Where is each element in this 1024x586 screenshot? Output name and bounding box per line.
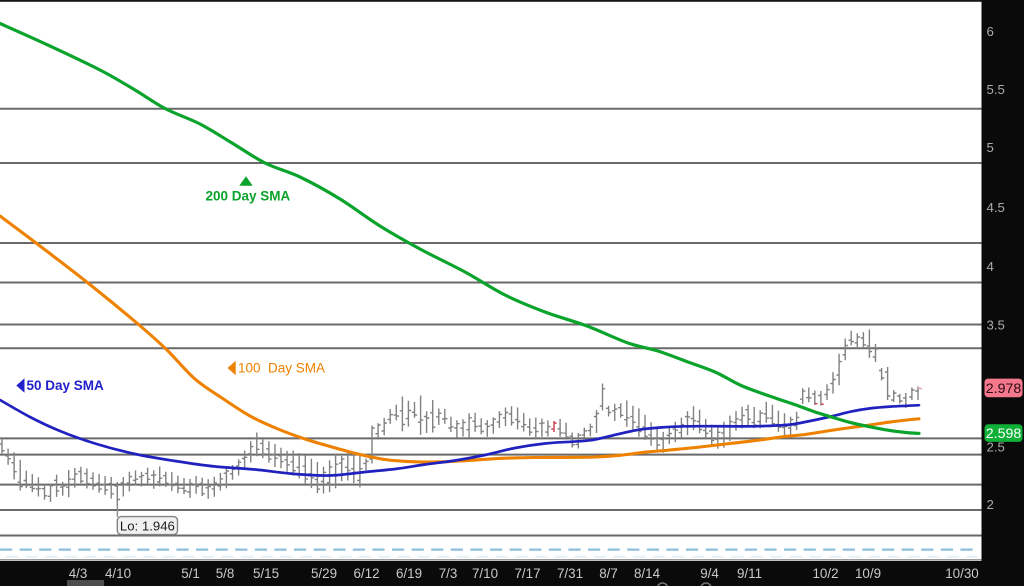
svg-text:3.5: 3.5 [987, 318, 1005, 333]
svg-text:8/14: 8/14 [634, 566, 661, 581]
svg-text:100 Day SMA: 100 Day SMA [238, 361, 325, 376]
svg-text:6/12: 6/12 [353, 566, 379, 581]
svg-text:50 Day SMA: 50 Day SMA [27, 378, 105, 393]
svg-text:2.5: 2.5 [987, 440, 1005, 455]
svg-text:4/10: 4/10 [105, 566, 131, 581]
svg-text:6/19: 6/19 [396, 566, 422, 581]
svg-text:10/30: 10/30 [945, 566, 979, 581]
svg-text:7/17: 7/17 [514, 566, 540, 581]
svg-text:10/2: 10/2 [812, 566, 838, 581]
svg-text:2: 2 [987, 497, 994, 512]
svg-text:7/3: 7/3 [439, 566, 458, 581]
svg-text:2.978: 2.978 [986, 381, 1022, 397]
svg-text:4: 4 [987, 259, 994, 274]
svg-text:Lo: 1.946: Lo: 1.946 [120, 518, 175, 533]
svg-text:2.598: 2.598 [986, 426, 1022, 442]
svg-text:9/11: 9/11 [737, 566, 762, 581]
svg-text:5/1: 5/1 [181, 566, 200, 581]
svg-text:4/3: 4/3 [69, 566, 88, 581]
svg-text:8/7: 8/7 [599, 566, 618, 581]
svg-text:5/15: 5/15 [253, 566, 279, 581]
svg-text:6: 6 [987, 24, 994, 39]
svg-text:5.5: 5.5 [987, 82, 1005, 97]
svg-text:5: 5 [987, 140, 994, 155]
svg-text:4.5: 4.5 [987, 200, 1005, 215]
svg-text:200 Day SMA: 200 Day SMA [206, 189, 291, 204]
svg-text:7/10: 7/10 [472, 566, 498, 581]
svg-text:7/31: 7/31 [557, 566, 583, 581]
svg-text:10/9: 10/9 [855, 566, 881, 581]
svg-text:9/4: 9/4 [700, 566, 719, 581]
svg-text:5/8: 5/8 [216, 566, 235, 581]
svg-text:5/29: 5/29 [311, 566, 337, 581]
